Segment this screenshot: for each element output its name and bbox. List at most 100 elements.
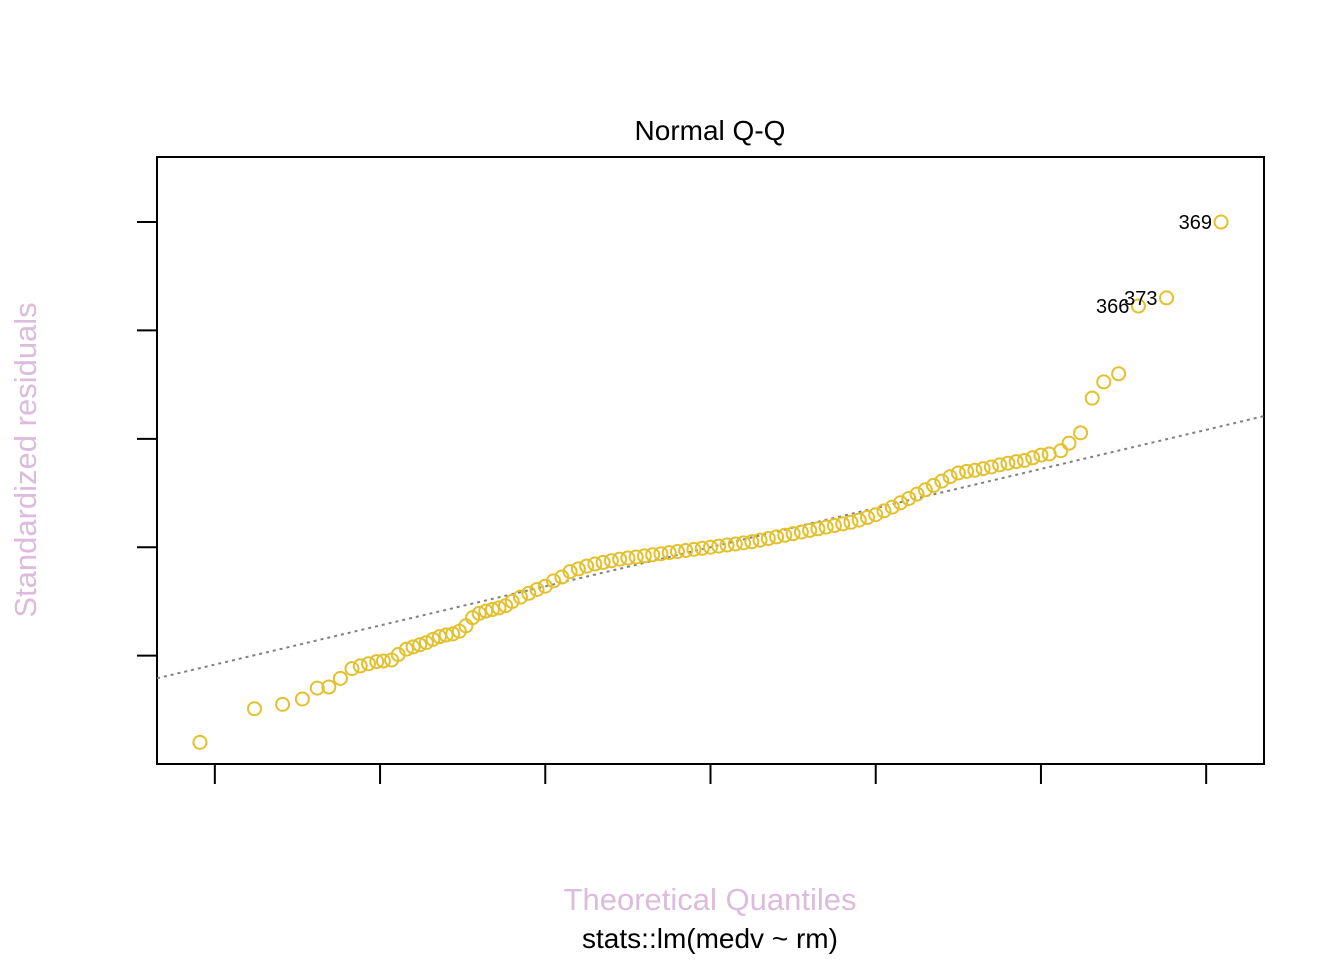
data-point	[752, 532, 768, 548]
data-point	[1130, 298, 1146, 314]
plot-frame	[156, 156, 1265, 765]
data-point	[294, 691, 310, 707]
data-point	[1084, 390, 1100, 406]
data-point	[412, 637, 428, 653]
data-point	[521, 585, 537, 601]
data-point	[620, 550, 636, 566]
data-point	[1053, 443, 1069, 459]
x-axis	[213, 764, 1208, 784]
data-point	[843, 514, 859, 530]
data-point	[851, 512, 867, 528]
data-point	[645, 547, 661, 563]
data-point	[703, 539, 718, 555]
y-axis-label: Standardized residuals	[8, 302, 43, 617]
data-point	[1025, 450, 1041, 466]
data-point	[926, 477, 942, 493]
data-point	[504, 593, 520, 609]
data-point	[744, 534, 760, 550]
data-point	[942, 469, 958, 485]
data-point	[579, 558, 595, 574]
data-point	[893, 495, 909, 511]
data-point	[484, 602, 500, 618]
data-point	[445, 626, 461, 642]
data-point	[760, 531, 776, 547]
data-point	[835, 516, 851, 532]
data-point	[785, 526, 801, 542]
data-point	[344, 661, 360, 677]
data-point	[1073, 425, 1089, 441]
data-point	[332, 670, 348, 686]
data-point	[570, 561, 586, 577]
data-point	[1000, 455, 1016, 471]
data-point	[769, 529, 785, 545]
data-point	[719, 537, 735, 553]
outlier-label: 373	[1124, 288, 1157, 310]
data-point	[595, 554, 611, 570]
data-point	[777, 527, 793, 543]
data-point	[678, 542, 694, 558]
reference-line	[156, 415, 1265, 680]
data-point	[405, 639, 421, 655]
data-point	[802, 522, 818, 538]
data-point	[992, 457, 1008, 473]
data-point	[826, 518, 842, 534]
data-point	[909, 486, 925, 502]
data-point	[1061, 435, 1077, 451]
data-point	[471, 605, 487, 621]
y-axis	[137, 221, 157, 657]
points-group	[192, 214, 1229, 750]
data-point	[1008, 454, 1024, 470]
data-point	[653, 546, 669, 562]
data-point	[491, 600, 507, 616]
data-point	[1016, 453, 1032, 468]
data-point	[959, 463, 975, 479]
subtitle: stats::lm(medv ~ rm)	[582, 923, 838, 954]
data-point	[636, 548, 652, 564]
data-point	[727, 536, 743, 552]
data-point	[1096, 374, 1112, 390]
data-point	[661, 545, 677, 561]
data-point	[512, 589, 528, 605]
data-point	[686, 541, 702, 557]
data-point	[967, 462, 983, 478]
data-point	[917, 482, 933, 498]
data-point	[587, 556, 603, 572]
data-point	[375, 653, 391, 669]
chart-title: Normal Q-Q	[635, 115, 786, 146]
data-point	[246, 701, 262, 717]
data-point	[628, 549, 644, 565]
data-point	[398, 641, 414, 657]
data-point	[884, 499, 900, 515]
outlier-label: 369	[1179, 212, 1212, 234]
data-point	[1159, 290, 1175, 306]
outlier-label: 366	[1096, 296, 1129, 318]
data-point	[1213, 214, 1229, 230]
data-point	[694, 540, 710, 556]
data-point	[810, 521, 826, 537]
data-point	[321, 679, 337, 695]
data-point	[309, 680, 325, 696]
data-point	[818, 519, 834, 535]
data-point	[859, 509, 875, 525]
data-point	[1111, 366, 1127, 382]
data-point	[901, 490, 917, 506]
data-point	[868, 507, 884, 523]
data-point	[275, 696, 291, 712]
data-point	[192, 734, 208, 750]
data-point	[711, 538, 727, 554]
data-point	[736, 535, 752, 551]
data-point	[369, 654, 385, 670]
data-point	[983, 459, 999, 475]
data-point	[950, 465, 966, 481]
data-point	[1033, 447, 1049, 463]
data-point	[360, 656, 376, 672]
data-point	[876, 503, 892, 519]
data-point	[612, 551, 628, 567]
data-point	[438, 627, 454, 643]
x-axis-label: Theoretical Quantiles	[564, 882, 857, 917]
data-point	[546, 573, 562, 589]
data-point	[669, 544, 685, 560]
data-point	[975, 461, 991, 477]
